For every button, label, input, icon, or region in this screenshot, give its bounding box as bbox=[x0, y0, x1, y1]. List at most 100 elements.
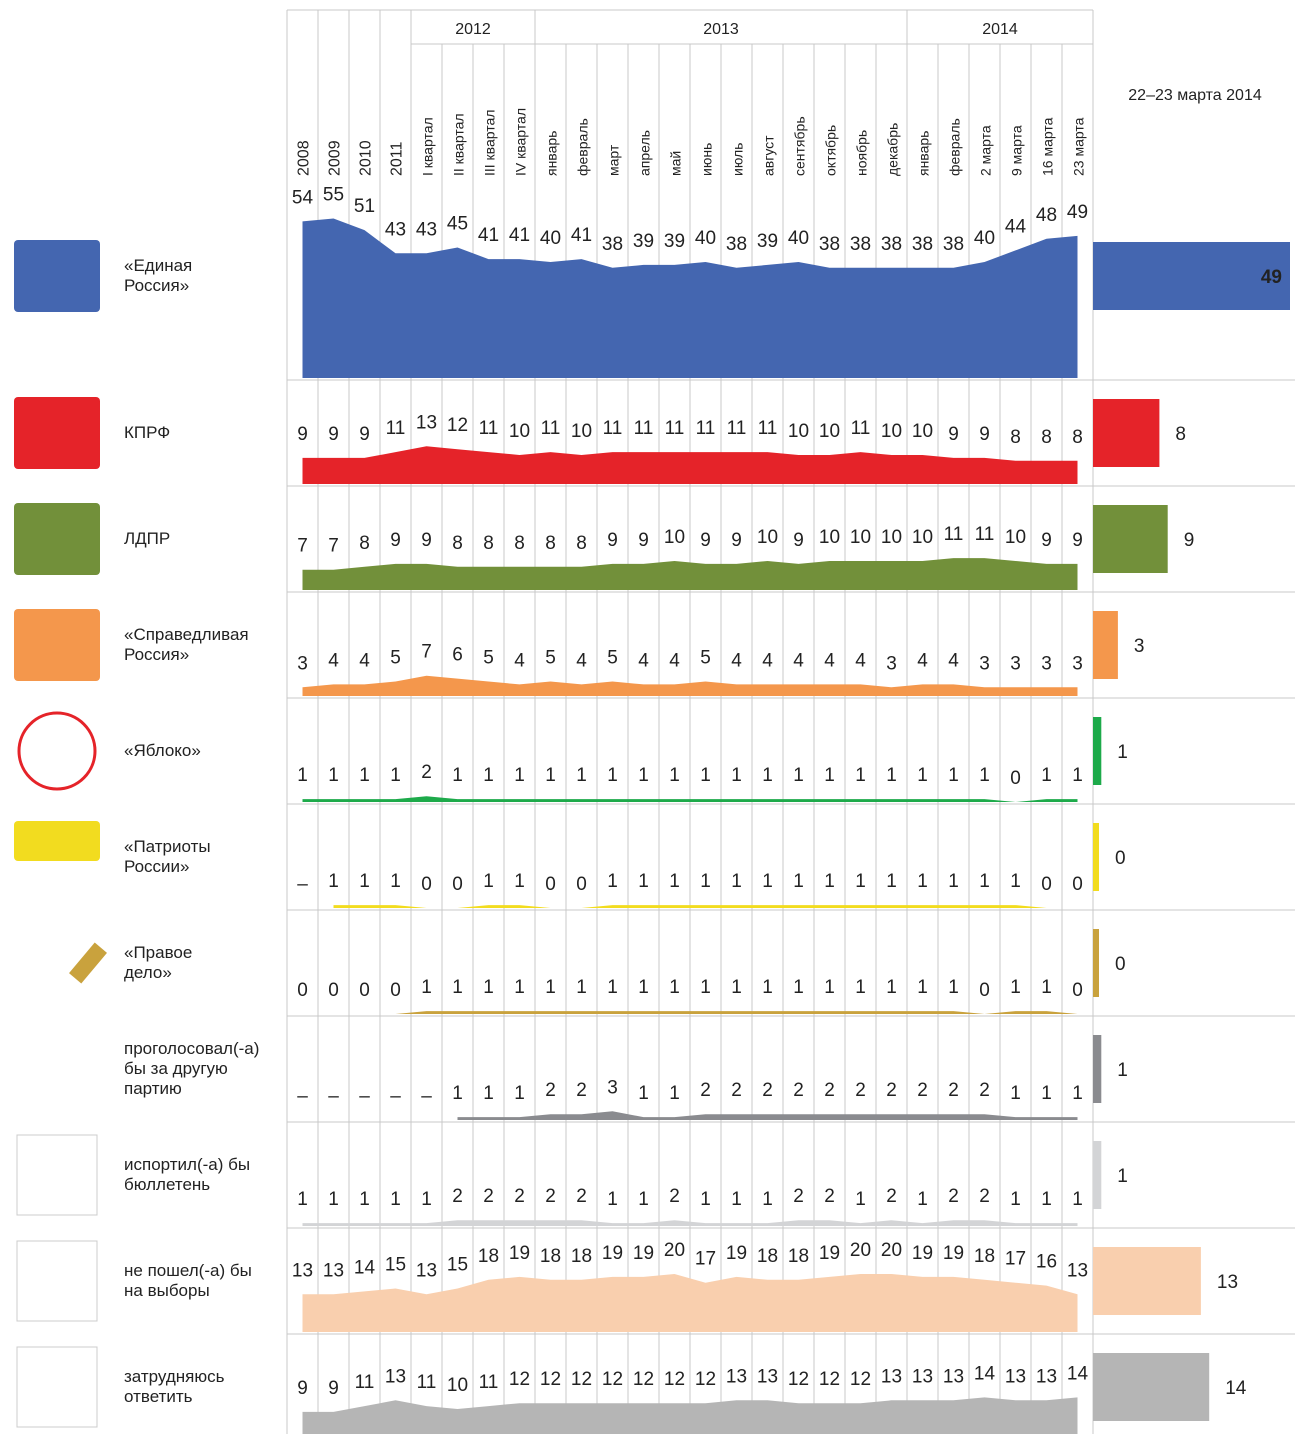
value-label: 1 bbox=[545, 977, 556, 998]
value-label: 4 bbox=[638, 650, 649, 671]
current-label: 49 bbox=[1261, 267, 1282, 288]
value-label: 4 bbox=[948, 650, 959, 671]
value-label: 2 bbox=[917, 1080, 928, 1101]
value-label: 19 bbox=[912, 1243, 933, 1264]
value-label: 1 bbox=[700, 765, 711, 786]
current-bar bbox=[1093, 242, 1290, 310]
value-label: 1 bbox=[607, 765, 618, 786]
value-label: 2 bbox=[793, 1186, 804, 1207]
current-bar bbox=[1093, 505, 1168, 573]
value-label: 3 bbox=[607, 1077, 618, 1098]
value-label: 5 bbox=[700, 648, 711, 669]
value-label: 20 bbox=[664, 1240, 685, 1261]
value-label: 0 bbox=[545, 874, 556, 895]
value-label: 1 bbox=[328, 1189, 339, 1210]
value-label: 15 bbox=[447, 1255, 468, 1276]
value-label: 17 bbox=[695, 1249, 716, 1270]
value-label: 12 bbox=[664, 1369, 685, 1390]
value-label: 1 bbox=[669, 765, 680, 786]
value-label: 11 bbox=[355, 1372, 375, 1393]
value-label: 43 bbox=[385, 219, 406, 240]
value-label: 0 bbox=[576, 874, 587, 895]
value-label: 49 bbox=[1067, 202, 1088, 223]
column-label: июль bbox=[730, 143, 746, 176]
value-label: 13 bbox=[943, 1366, 964, 1387]
value-label: 4 bbox=[669, 650, 680, 671]
year-label: 2014 bbox=[982, 21, 1018, 38]
logo bbox=[14, 609, 100, 681]
current-label: 3 bbox=[1134, 636, 1145, 657]
value-label: 1 bbox=[762, 765, 773, 786]
value-label: 2 bbox=[886, 1186, 897, 1207]
value-label: 38 bbox=[602, 234, 623, 255]
value-label: 12 bbox=[509, 1369, 530, 1390]
column-label: январь bbox=[916, 131, 932, 176]
value-label: 11 bbox=[479, 1372, 499, 1393]
value-label: 18 bbox=[788, 1246, 809, 1267]
value-label: 18 bbox=[571, 1246, 592, 1267]
value-label: 2 bbox=[576, 1080, 587, 1101]
column-label: март bbox=[606, 144, 622, 176]
value-label: 12 bbox=[447, 415, 468, 436]
value-label: 1 bbox=[638, 765, 649, 786]
value-label: 1 bbox=[390, 765, 401, 786]
column-label: февраль bbox=[575, 118, 591, 176]
value-label: 4 bbox=[514, 650, 525, 671]
logo bbox=[14, 240, 100, 312]
value-label: 4 bbox=[762, 650, 773, 671]
value-label: 13 bbox=[323, 1260, 344, 1281]
value-label: 6 bbox=[452, 645, 463, 666]
row-label: «Правое дело» bbox=[124, 943, 193, 982]
value-label: 14 bbox=[1067, 1363, 1089, 1384]
value-label: – bbox=[359, 1086, 370, 1107]
value-label: 2 bbox=[452, 1186, 463, 1207]
value-label: 11 bbox=[975, 524, 995, 545]
column-label: октябрь bbox=[823, 125, 839, 176]
value-label: 11 bbox=[696, 418, 716, 439]
current-label: 8 bbox=[1175, 424, 1186, 445]
value-label: 2 bbox=[824, 1186, 835, 1207]
logo bbox=[14, 821, 100, 861]
value-label: 1 bbox=[607, 871, 618, 892]
row-label: не пошел(-а) бы на выборы bbox=[124, 1261, 252, 1300]
row-label: «Единая Россия» bbox=[124, 256, 193, 295]
value-label: 2 bbox=[979, 1186, 990, 1207]
value-label: 8 bbox=[514, 533, 525, 554]
column-label: 16 марта bbox=[1040, 117, 1056, 176]
value-label: 39 bbox=[757, 231, 778, 252]
value-label: 13 bbox=[1067, 1260, 1088, 1281]
value-label: 1 bbox=[1041, 1083, 1052, 1104]
value-label: 7 bbox=[328, 536, 339, 557]
column-label: 2009 bbox=[327, 140, 344, 176]
value-label: 11 bbox=[727, 418, 747, 439]
value-label: 44 bbox=[1005, 216, 1027, 237]
value-label: 1 bbox=[1072, 765, 1083, 786]
row-label: ЛДПР bbox=[124, 529, 171, 548]
value-label: 1 bbox=[452, 765, 463, 786]
value-label: 10 bbox=[881, 421, 902, 442]
value-label: 1 bbox=[297, 765, 308, 786]
value-label: 20 bbox=[850, 1240, 871, 1261]
value-label: 9 bbox=[328, 1378, 339, 1399]
value-label: 3 bbox=[297, 653, 308, 674]
value-label: 17 bbox=[1005, 1249, 1026, 1270]
value-label: 1 bbox=[1010, 1083, 1021, 1104]
area bbox=[302, 675, 1078, 696]
value-label: 10 bbox=[912, 527, 933, 548]
current-label: 14 bbox=[1225, 1378, 1247, 1399]
value-label: 9 bbox=[421, 530, 432, 551]
current-bar bbox=[1093, 929, 1099, 997]
value-label: 8 bbox=[359, 533, 370, 554]
value-label: 12 bbox=[819, 1369, 840, 1390]
value-label: 3 bbox=[886, 653, 897, 674]
value-label: – bbox=[390, 1086, 401, 1107]
value-label: 0 bbox=[979, 980, 990, 1001]
value-label: 10 bbox=[912, 421, 933, 442]
area bbox=[302, 1397, 1078, 1434]
value-label: 1 bbox=[855, 977, 866, 998]
value-label: 9 bbox=[607, 530, 618, 551]
value-label: 19 bbox=[509, 1243, 530, 1264]
value-label: 1 bbox=[855, 765, 866, 786]
value-label: 12 bbox=[540, 1369, 561, 1390]
value-label: 12 bbox=[850, 1369, 871, 1390]
